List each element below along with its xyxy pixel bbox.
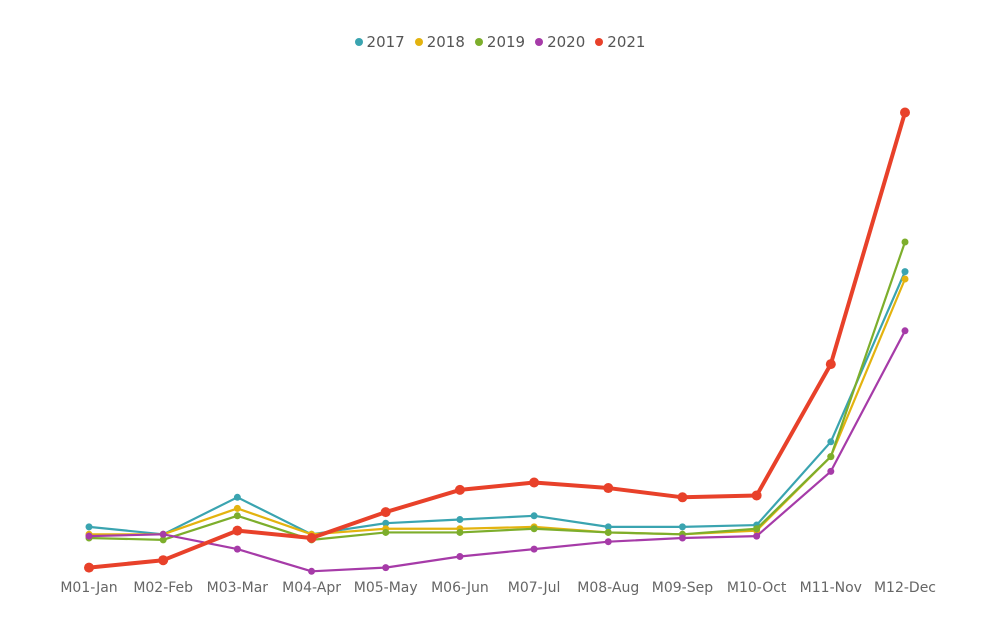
- legend-item-2018[interactable]: 2018: [414, 33, 465, 51]
- data-point[interactable]: [382, 564, 390, 572]
- data-point[interactable]: [306, 533, 317, 543]
- data-point[interactable]: [233, 493, 241, 501]
- x-tick-label: M01-Jan: [60, 580, 117, 596]
- legend-label: 2019: [486, 33, 526, 51]
- data-point[interactable]: [85, 532, 93, 540]
- legend-item-2019[interactable]: 2019: [474, 33, 526, 51]
- data-point[interactable]: [233, 512, 241, 520]
- data-point[interactable]: [901, 275, 909, 283]
- data-point[interactable]: [604, 523, 612, 531]
- x-tick-label: M06-Jun: [431, 580, 489, 596]
- data-point[interactable]: [604, 528, 612, 536]
- series-line-2020: [88, 330, 906, 573]
- data-point[interactable]: [825, 359, 836, 370]
- legend-label: 2017: [366, 33, 405, 51]
- data-point[interactable]: [901, 268, 909, 276]
- data-point[interactable]: [159, 530, 167, 538]
- x-tick-label: M11-Nov: [800, 580, 862, 596]
- data-point[interactable]: [530, 512, 538, 520]
- legend-label: 2018: [426, 33, 465, 51]
- legend-item-2017[interactable]: 2017: [354, 33, 405, 51]
- x-tick-label: M09-Sep: [652, 580, 713, 596]
- legend-marker: [535, 38, 544, 46]
- data-point[interactable]: [382, 519, 390, 527]
- legend-item-2021[interactable]: 2021: [595, 33, 645, 51]
- legend-marker: [414, 38, 423, 46]
- legend-marker: [354, 38, 363, 46]
- data-point[interactable]: [603, 483, 614, 494]
- x-tick-label: M10-Oct: [727, 580, 787, 596]
- legend: 2017 2018 2019 2020 2021: [0, 33, 1000, 51]
- x-tick-label: M05-May: [354, 580, 418, 596]
- data-point[interactable]: [753, 532, 761, 540]
- x-tick-label: M08-Aug: [577, 580, 639, 596]
- data-point[interactable]: [677, 492, 688, 503]
- data-point[interactable]: [308, 567, 316, 575]
- data-point[interactable]: [900, 107, 910, 118]
- legend-marker: [474, 38, 483, 46]
- data-point[interactable]: [159, 536, 167, 544]
- legend-label: 2020: [547, 33, 586, 51]
- series-line-2018: [89, 278, 907, 536]
- data-point[interactable]: [530, 525, 538, 533]
- data-point[interactable]: [827, 438, 835, 446]
- data-point[interactable]: [678, 534, 686, 542]
- series-line-2019: [88, 241, 907, 541]
- data-point[interactable]: [233, 545, 241, 553]
- series-2020: [85, 327, 909, 575]
- legend-item-2020[interactable]: 2020: [535, 33, 585, 51]
- x-tick-label: M04-Apr: [282, 580, 341, 596]
- legend-marker: [595, 38, 604, 46]
- data-point[interactable]: [901, 238, 909, 246]
- data-point[interactable]: [456, 528, 464, 536]
- series-line-2021: [88, 111, 907, 570]
- data-point[interactable]: [233, 504, 241, 512]
- data-point[interactable]: [901, 327, 909, 335]
- data-point[interactable]: [827, 453, 835, 461]
- data-point[interactable]: [678, 523, 686, 531]
- data-point[interactable]: [454, 484, 465, 495]
- data-point[interactable]: [530, 545, 538, 553]
- data-point[interactable]: [529, 477, 540, 488]
- series-2018: [85, 275, 909, 538]
- data-point[interactable]: [232, 525, 243, 536]
- x-tick-label: M07-Jul: [508, 580, 561, 596]
- data-point[interactable]: [158, 555, 169, 566]
- data-point[interactable]: [827, 467, 835, 475]
- x-tick-label: M03-Mar: [207, 580, 269, 596]
- data-point[interactable]: [604, 538, 612, 546]
- data-point[interactable]: [380, 507, 391, 518]
- data-point[interactable]: [753, 525, 761, 533]
- series-2019: [85, 238, 909, 544]
- data-point[interactable]: [456, 516, 464, 523]
- data-point[interactable]: [456, 553, 464, 560]
- data-point[interactable]: [84, 562, 94, 573]
- series-2021: [84, 107, 910, 573]
- data-point[interactable]: [85, 523, 93, 531]
- x-tick-label: M02-Feb: [133, 580, 193, 596]
- x-tick-label: M12-Dec: [874, 580, 936, 596]
- series-line-2017: [88, 271, 907, 536]
- data-point[interactable]: [382, 528, 390, 536]
- data-point[interactable]: [751, 490, 762, 501]
- legend-label: 2021: [607, 33, 646, 51]
- series-2017: [85, 268, 909, 538]
